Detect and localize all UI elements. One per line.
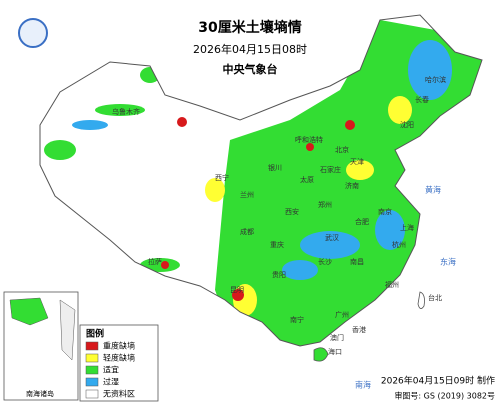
place: 香港 — [352, 325, 366, 334]
place: 合肥 — [355, 217, 369, 226]
place: 澳门 — [330, 333, 344, 342]
footer-approval: 审图号: GS (2019) 3082号 — [394, 391, 495, 401]
logo — [18, 18, 48, 48]
place: 呼和浩特 — [295, 135, 323, 144]
legend-label: 适宜 — [103, 365, 119, 375]
place: 南京 — [378, 207, 392, 216]
issuer: 中央气象台 — [223, 62, 278, 76]
place: 重庆 — [270, 240, 284, 249]
place: 济南 — [345, 181, 359, 190]
place: 广州 — [335, 310, 349, 319]
legend-swatch — [85, 341, 99, 351]
place: 哈尔滨 — [425, 75, 446, 84]
place: 台北 — [428, 293, 442, 302]
taiwan — [417, 291, 425, 309]
legend-frame — [79, 324, 159, 402]
place: 昆明 — [230, 286, 244, 294]
place: 西安 — [285, 207, 299, 216]
place: 北京 — [335, 145, 349, 154]
place: 兰州 — [240, 190, 254, 199]
place: 石家庄 — [320, 165, 341, 174]
legend-label: 重度缺墒 — [103, 341, 135, 351]
time: 2026年04月15日08时 — [193, 42, 307, 56]
legend-swatch — [85, 365, 99, 375]
place: 郑州 — [318, 201, 332, 209]
inset-title: 南海诸岛 — [26, 389, 54, 398]
title: 30厘米土壤墒情 — [198, 19, 301, 36]
legend-label: 无资料区 — [103, 389, 135, 399]
inset-land — [59, 299, 76, 361]
place: 拉萨 — [148, 257, 162, 266]
legend-swatch — [85, 377, 99, 387]
place: 西宁 — [215, 173, 229, 182]
legend-swatch — [85, 389, 99, 399]
place: 长春 — [415, 95, 429, 104]
place: 杭州 — [392, 240, 406, 249]
place: 南宁 — [290, 315, 304, 324]
place: 长沙 — [318, 257, 332, 266]
place: 太原 — [300, 175, 314, 184]
place: 沈阳 — [400, 120, 414, 129]
place: 贵阳 — [272, 270, 286, 279]
place: 银川 — [268, 163, 282, 172]
footer-made: 2026年04月15日09时 制作 — [381, 375, 495, 387]
place-labels: 乌鲁木齐 拉萨 西宁 兰州 银川 呼和浩特 北京 天津 石家庄 太原 济南 郑州… — [112, 75, 446, 356]
legend-label: 过湿 — [103, 377, 119, 387]
place: 天津 — [350, 158, 364, 166]
legend-label: 轻度缺墒 — [103, 353, 135, 363]
inset: 南海诸岛 — [3, 291, 79, 401]
sea-label: 东海 — [440, 257, 456, 267]
place: 成都 — [240, 227, 254, 236]
legend-title: 图例 — [86, 328, 104, 340]
place: 武汉 — [325, 233, 339, 242]
place: 南昌 — [350, 257, 364, 266]
inset-land — [9, 297, 49, 326]
place: 上海 — [400, 223, 414, 232]
legend-swatch — [85, 353, 99, 363]
place: 海口 — [328, 347, 342, 356]
sea-label: 黄海 — [425, 185, 441, 195]
hainan — [313, 347, 329, 362]
place: 福州 — [385, 280, 399, 289]
place: 乌鲁木齐 — [112, 107, 140, 116]
sea-label: 南海 — [355, 380, 371, 390]
